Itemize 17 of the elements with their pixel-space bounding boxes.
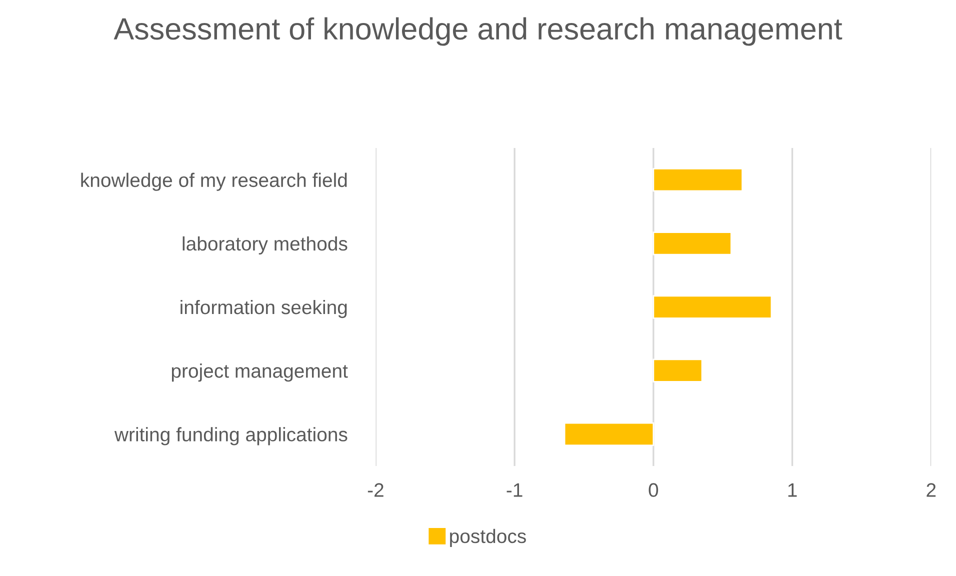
x-tick-label: 0: [648, 483, 658, 497]
bar: [652, 168, 743, 192]
y-tick-label: writing funding applications: [114, 427, 348, 446]
y-tick-label: information seeking: [180, 300, 347, 318]
y-tick-label: laboratory methods: [182, 236, 348, 254]
y-tick-label: project management: [172, 364, 348, 382]
bar: [652, 295, 772, 319]
y-tick-label: knowledge of my research field: [81, 172, 347, 191]
legend-label: postdocs: [450, 528, 526, 547]
bar: [652, 358, 703, 382]
chart-title: Assessment of knowledge and research management: [114, 17, 842, 46]
x-tick-label: 2: [926, 483, 936, 497]
bar: [652, 232, 732, 256]
x-tick-label: 1: [788, 483, 797, 497]
x-tick-label: -1: [506, 483, 522, 497]
bar: [564, 422, 654, 446]
x-tick-label: -2: [368, 483, 384, 497]
